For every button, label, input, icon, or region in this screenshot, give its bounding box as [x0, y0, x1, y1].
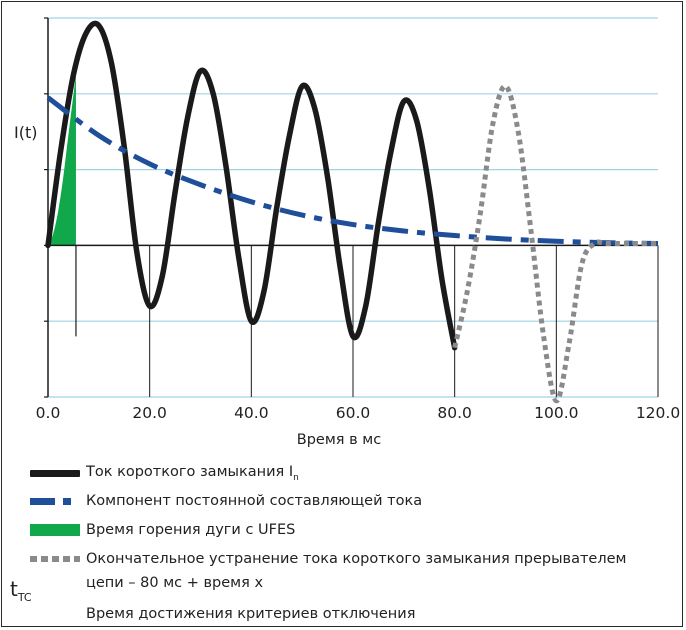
- legend-swatch-arc: [30, 524, 80, 536]
- x-tick-labels: 0.0 20.0 40.0 60.0 80.0 100.0 120.0: [36, 404, 681, 422]
- x-tick-label: 40.0: [234, 404, 269, 422]
- x-tick-label: 20.0: [132, 404, 167, 422]
- legend-item-final-cont: цепи – 80 мс + время x: [86, 572, 263, 594]
- legend-swatch-final: [30, 556, 80, 562]
- series-3-line: [452, 83, 658, 404]
- x-tick-label: 0.0: [36, 404, 61, 422]
- x-tick-label: 80.0: [437, 404, 472, 422]
- legend-swatch-current: [30, 469, 80, 477]
- legend-swatch-dc: [30, 497, 80, 505]
- legend-label-final-1: Окончательное устранение тока короткого …: [86, 551, 627, 567]
- legend-label-final-2: цепи – 80 мс + время x: [86, 575, 264, 591]
- legend-item-current: Ток короткого замыкания In: [30, 462, 299, 484]
- x-tick-label: 120.0: [636, 404, 680, 422]
- x-tick-label: 60.0: [336, 404, 371, 422]
- legend-item-arc: Время горения дуги с UFES: [30, 519, 295, 541]
- legend-item-ttc: Время достижения критериев отключения: [86, 603, 415, 625]
- chart: I(t) Время в мс 0.0 20.0 40.0 60.0 80.0 100.0…: [14, 17, 681, 448]
- axis-layer: [44, 17, 659, 398]
- legend-label-ttc: Время достижения критериев отключения: [86, 606, 416, 622]
- legend-label-arc: Время горения дуги с UFES: [86, 522, 296, 538]
- series-1-line: [46, 95, 659, 247]
- legend-item-dc: Компонент постоянной составляющей тока: [30, 490, 422, 512]
- ttc-symbol: tTC: [10, 577, 32, 604]
- x-axis-label: Время в мс: [297, 432, 381, 448]
- area-layer: [48, 74, 76, 246]
- legend-label-current: Ток короткого замыкания In: [86, 463, 299, 483]
- y-axis-label: I(t): [14, 123, 37, 142]
- series-0-line: [45, 20, 458, 351]
- x-tick-label: 100.0: [534, 404, 578, 422]
- legend-label-dc: Компонент постоянной составляющей тока: [86, 493, 423, 509]
- legend-item-final: Окончательное устранение тока короткого …: [30, 548, 626, 570]
- series-arc-area: [48, 74, 76, 246]
- line-layer: [45, 20, 659, 404]
